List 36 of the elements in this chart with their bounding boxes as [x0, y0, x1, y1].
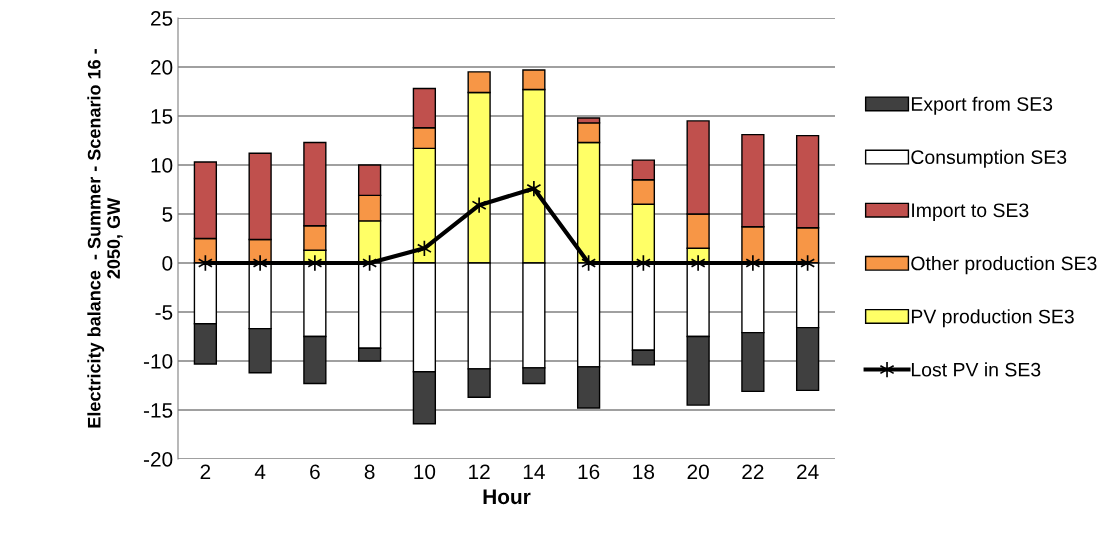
- y-tick-label: -5: [155, 305, 173, 320]
- legend-label: Import to SE3: [912, 203, 1029, 221]
- point: [307, 254, 323, 272]
- legend-label: PV production SE3: [911, 309, 1074, 328]
- x-tick-label: 22: [742, 464, 764, 479]
- x-tick-label: 10: [414, 464, 436, 480]
- x-tick-label: 8: [364, 464, 375, 480]
- point: [526, 180, 542, 197]
- x-tick-label: 18: [633, 464, 655, 480]
- legend-label: Lost PV in SE3: [911, 362, 1041, 377]
- x-tick-label: 16: [578, 464, 600, 480]
- legend-label: Export from SE3: [911, 96, 1053, 115]
- point: [690, 254, 706, 272]
- point: [745, 254, 761, 272]
- x-axis-title: Hour: [483, 489, 531, 505]
- x-tick-label: 2: [200, 464, 211, 479]
- legend-label: Consumption SE3: [911, 149, 1067, 168]
- x-tick-label: 4: [254, 464, 266, 479]
- x-tick-label: 20: [687, 464, 709, 480]
- x-tick-label: 6: [310, 464, 320, 480]
- x-tick-label: 14: [523, 464, 545, 479]
- legend-label: Other production SE3: [911, 256, 1097, 275]
- x-tick-label: 24: [797, 464, 819, 479]
- y-tick-label: 20: [151, 60, 173, 75]
- point: [252, 254, 268, 272]
- x-tick-label: 12: [469, 464, 490, 479]
- y-tick-label: 10: [151, 158, 173, 173]
- y-tick-label: 5: [162, 207, 173, 222]
- y-tick-label: 15: [151, 109, 173, 124]
- y-tick-label: -20: [143, 452, 173, 467]
- y-axis-title: Electricity balance - Summer - Scenario 16 - 2050, GW: [87, 49, 123, 428]
- y-tick-label: 0: [162, 256, 173, 271]
- y-tick-label: -15: [143, 403, 173, 418]
- point: [471, 196, 487, 214]
- y-tick-label: 25: [151, 11, 173, 26]
- y-tick-label: -10: [143, 354, 173, 369]
